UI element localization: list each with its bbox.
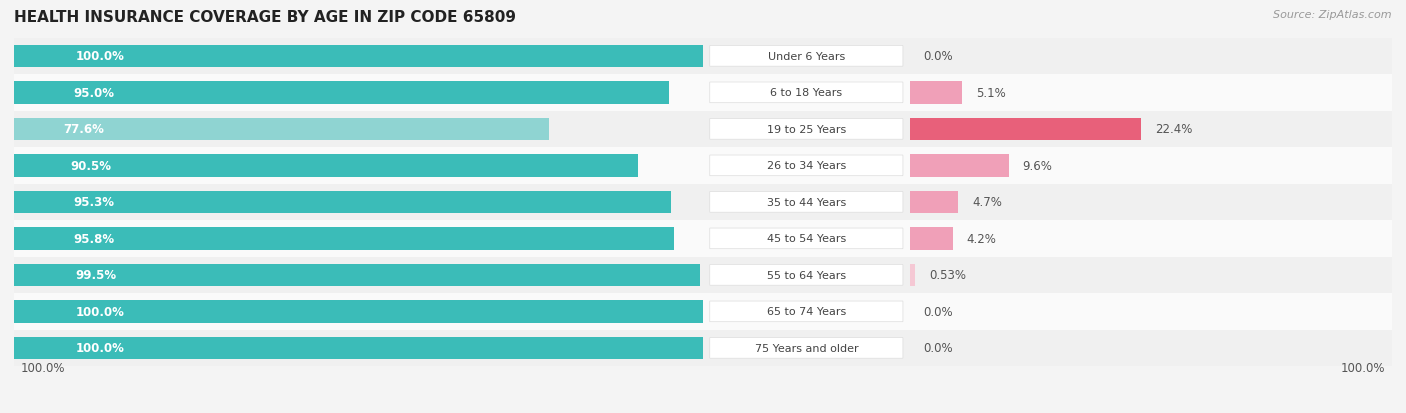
Text: 100.0%: 100.0%: [21, 361, 66, 375]
Text: 0.0%: 0.0%: [924, 50, 953, 63]
Bar: [14, 300, 703, 323]
Bar: [14, 191, 671, 214]
Bar: [910, 154, 1010, 177]
Bar: [14, 293, 1392, 330]
FancyBboxPatch shape: [710, 156, 903, 176]
Text: 95.8%: 95.8%: [73, 232, 115, 245]
FancyBboxPatch shape: [710, 228, 903, 249]
Bar: [14, 45, 703, 68]
Text: 9.6%: 9.6%: [1022, 159, 1053, 173]
Bar: [14, 330, 1392, 366]
Text: 19 to 25 Years: 19 to 25 Years: [766, 125, 846, 135]
Text: 5.1%: 5.1%: [976, 87, 1005, 100]
Text: 99.5%: 99.5%: [76, 269, 117, 282]
Text: 77.6%: 77.6%: [63, 123, 104, 136]
Text: HEALTH INSURANCE COVERAGE BY AGE IN ZIP CODE 65809: HEALTH INSURANCE COVERAGE BY AGE IN ZIP …: [14, 10, 516, 25]
Text: 75 Years and older: 75 Years and older: [755, 343, 858, 353]
Bar: [14, 82, 669, 104]
Text: 100.0%: 100.0%: [1340, 361, 1385, 375]
Text: 4.2%: 4.2%: [967, 232, 997, 245]
Bar: [910, 82, 962, 104]
Bar: [14, 118, 548, 141]
Bar: [14, 264, 700, 287]
Text: 95.3%: 95.3%: [73, 196, 114, 209]
Bar: [14, 337, 703, 359]
Text: 26 to 34 Years: 26 to 34 Years: [766, 161, 846, 171]
FancyBboxPatch shape: [710, 338, 903, 358]
Bar: [14, 112, 1392, 148]
Text: 35 to 44 Years: 35 to 44 Years: [766, 197, 846, 207]
Text: Source: ZipAtlas.com: Source: ZipAtlas.com: [1274, 10, 1392, 20]
Bar: [14, 257, 1392, 293]
FancyBboxPatch shape: [710, 192, 903, 213]
Bar: [910, 264, 915, 287]
Text: 100.0%: 100.0%: [76, 50, 125, 63]
Bar: [14, 221, 1392, 257]
Bar: [14, 184, 1392, 221]
FancyBboxPatch shape: [710, 265, 903, 285]
Bar: [910, 228, 953, 250]
Text: 100.0%: 100.0%: [76, 342, 125, 354]
Text: 0.0%: 0.0%: [924, 342, 953, 354]
Text: 4.7%: 4.7%: [972, 196, 1002, 209]
Text: 45 to 54 Years: 45 to 54 Years: [766, 234, 846, 244]
Text: 6 to 18 Years: 6 to 18 Years: [770, 88, 842, 98]
Text: 55 to 64 Years: 55 to 64 Years: [766, 270, 846, 280]
Bar: [14, 75, 1392, 112]
Bar: [910, 191, 959, 214]
Bar: [14, 154, 637, 177]
FancyBboxPatch shape: [710, 46, 903, 67]
Bar: [14, 38, 1392, 75]
Text: 100.0%: 100.0%: [76, 305, 125, 318]
Text: 90.5%: 90.5%: [70, 159, 112, 173]
Text: 22.4%: 22.4%: [1154, 123, 1192, 136]
Bar: [14, 228, 673, 250]
FancyBboxPatch shape: [710, 83, 903, 103]
Bar: [910, 118, 1142, 141]
Text: 0.53%: 0.53%: [929, 269, 966, 282]
Text: Under 6 Years: Under 6 Years: [768, 52, 845, 62]
FancyBboxPatch shape: [710, 301, 903, 322]
Bar: [14, 148, 1392, 184]
Text: 65 to 74 Years: 65 to 74 Years: [766, 306, 846, 317]
FancyBboxPatch shape: [710, 119, 903, 140]
Text: 0.0%: 0.0%: [924, 305, 953, 318]
Text: 95.0%: 95.0%: [73, 87, 114, 100]
